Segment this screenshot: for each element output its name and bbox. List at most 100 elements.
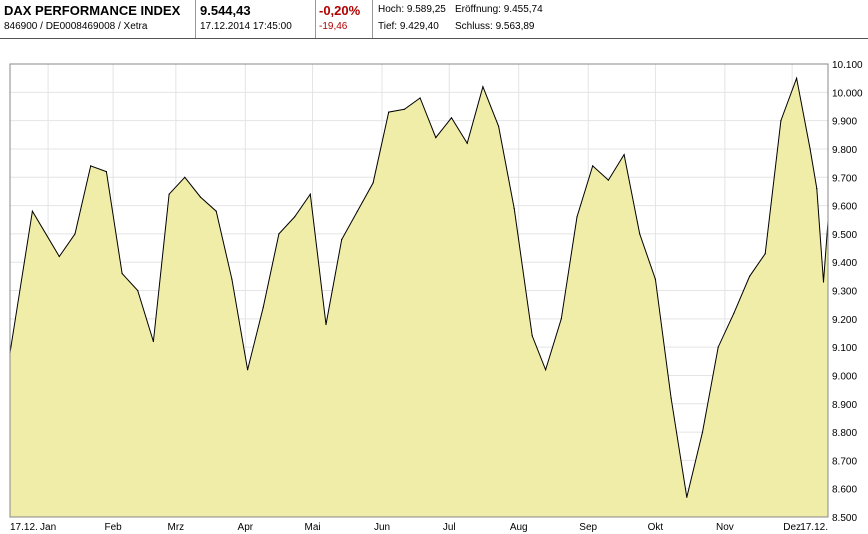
price-point [816, 188, 818, 190]
plot-frame [9, 63, 829, 518]
change-absolute: -19,46 [319, 21, 348, 32]
y-tick-label: 8.600 [832, 485, 857, 496]
price-point [74, 233, 76, 235]
price-line [9, 76, 829, 498]
price-point [717, 346, 719, 348]
x-tick-label: Jul [443, 522, 456, 533]
price-point [654, 278, 657, 280]
high-value: Hoch: 9.589,25 [378, 4, 446, 15]
price-area [10, 78, 828, 517]
price-point [560, 318, 562, 320]
y-tick-label: 8.500 [832, 513, 857, 524]
x-tick-label: 17.12. [800, 522, 828, 533]
change-cell: -0,20% -19,46 [316, 0, 373, 38]
index-name-cell: DAX PERFORMANCE INDEX 846900 / DE0008469… [0, 0, 196, 38]
open-value: Eröffnung: 9.455,74 [455, 4, 543, 15]
price-point [58, 255, 60, 258]
price-point [435, 137, 437, 139]
y-tick-label: 9.700 [832, 173, 857, 184]
price-point [450, 117, 453, 119]
price-point [278, 233, 280, 235]
price-chart: 8.500 8.600 8.700 8.800 8.900 9.000 9.100 9.200… [9, 60, 863, 533]
y-tick-label: 9.300 [832, 287, 857, 298]
price-point [623, 154, 625, 156]
x-axis: 17.12. Jan Feb Mrz Apr Mai Jun Jul Aug Sep Okt Nov D… [10, 522, 828, 533]
price-point [780, 120, 782, 122]
last-update-time: 17.12.2014 17:45:00 [200, 21, 292, 32]
price-point [482, 86, 484, 88]
price-point [419, 97, 421, 99]
price-point [686, 496, 688, 498]
y-tick-label: 9.600 [832, 202, 857, 213]
change-percent: -0,20% [319, 3, 361, 18]
price-point [31, 210, 33, 212]
y-tick-label: 9.900 [832, 117, 857, 128]
price-point [247, 369, 249, 371]
price-point [137, 289, 139, 292]
price-point [231, 278, 233, 280]
price-point [294, 216, 296, 218]
price-point [796, 77, 798, 79]
price-point [809, 148, 811, 150]
price-point [309, 193, 311, 195]
price-point [607, 179, 610, 181]
y-axis: 8.500 8.600 8.700 8.800 8.900 9.000 9.100 9.200… [832, 60, 863, 524]
y-tick-label: 9.800 [832, 145, 857, 156]
x-tick-label: Apr [238, 522, 254, 533]
x-tick-label: Jan [40, 522, 56, 533]
price-cell: 9.544,43 17.12.2014 17:45:00 [196, 0, 316, 38]
day-stats-cell: Hoch: 9.589,25 Eröffnung: 9.455,74 Tief:… [373, 0, 868, 38]
y-tick-label: 9.500 [832, 230, 857, 241]
y-tick-label: 9.100 [832, 343, 857, 354]
index-title: DAX PERFORMANCE INDEX [4, 3, 181, 18]
price-point [262, 306, 264, 309]
price-point [356, 210, 358, 212]
price-point [733, 312, 735, 314]
price-point [90, 165, 92, 167]
x-tick-label: Feb [104, 522, 122, 533]
index-identifier: 846900 / DE0008469008 / Xetra [4, 21, 148, 32]
price-point [325, 323, 327, 326]
y-tick-label: 8.800 [832, 428, 857, 439]
y-tick-label: 9.200 [832, 315, 857, 326]
x-tick-label: Okt [648, 522, 664, 533]
price-point [388, 111, 390, 113]
y-tick-label: 8.700 [832, 456, 857, 467]
price-point [152, 340, 154, 343]
price-point [592, 165, 594, 167]
price-point [121, 272, 123, 275]
price-point [199, 196, 202, 198]
y-tick-label: 10.100 [832, 60, 863, 71]
price-point [701, 431, 704, 433]
price-point [545, 369, 547, 371]
price-point [498, 125, 500, 127]
x-tick-label: Dez [783, 522, 801, 533]
y-tick-label: 9.000 [832, 371, 857, 382]
price-point [168, 193, 170, 195]
price-point [215, 210, 217, 212]
price-point [513, 207, 515, 209]
price-point [403, 108, 405, 110]
low-value: Tief: 9.429,40 [378, 21, 439, 32]
price-point [341, 238, 343, 241]
price-point [639, 233, 641, 235]
price-point [670, 397, 672, 399]
x-tick-label: Sep [579, 522, 597, 533]
y-tick-label: 10.000 [832, 88, 863, 99]
x-tick-label: Jun [374, 522, 390, 533]
price-point [466, 142, 468, 144]
x-tick-label: 17.12. [10, 522, 38, 533]
x-tick-label: Mai [304, 522, 320, 533]
price-point [822, 281, 825, 283]
last-price: 9.544,43 [200, 3, 251, 18]
price-point [372, 182, 374, 184]
price-point [105, 171, 107, 173]
y-tick-label: 9.400 [832, 258, 857, 269]
x-tick-label: Nov [716, 522, 734, 533]
price-point [184, 176, 186, 178]
y-tick-label: 8.900 [832, 400, 857, 411]
price-point [749, 275, 751, 277]
x-tick-label: Mrz [168, 522, 185, 533]
price-point [576, 216, 578, 218]
price-point [764, 253, 766, 255]
